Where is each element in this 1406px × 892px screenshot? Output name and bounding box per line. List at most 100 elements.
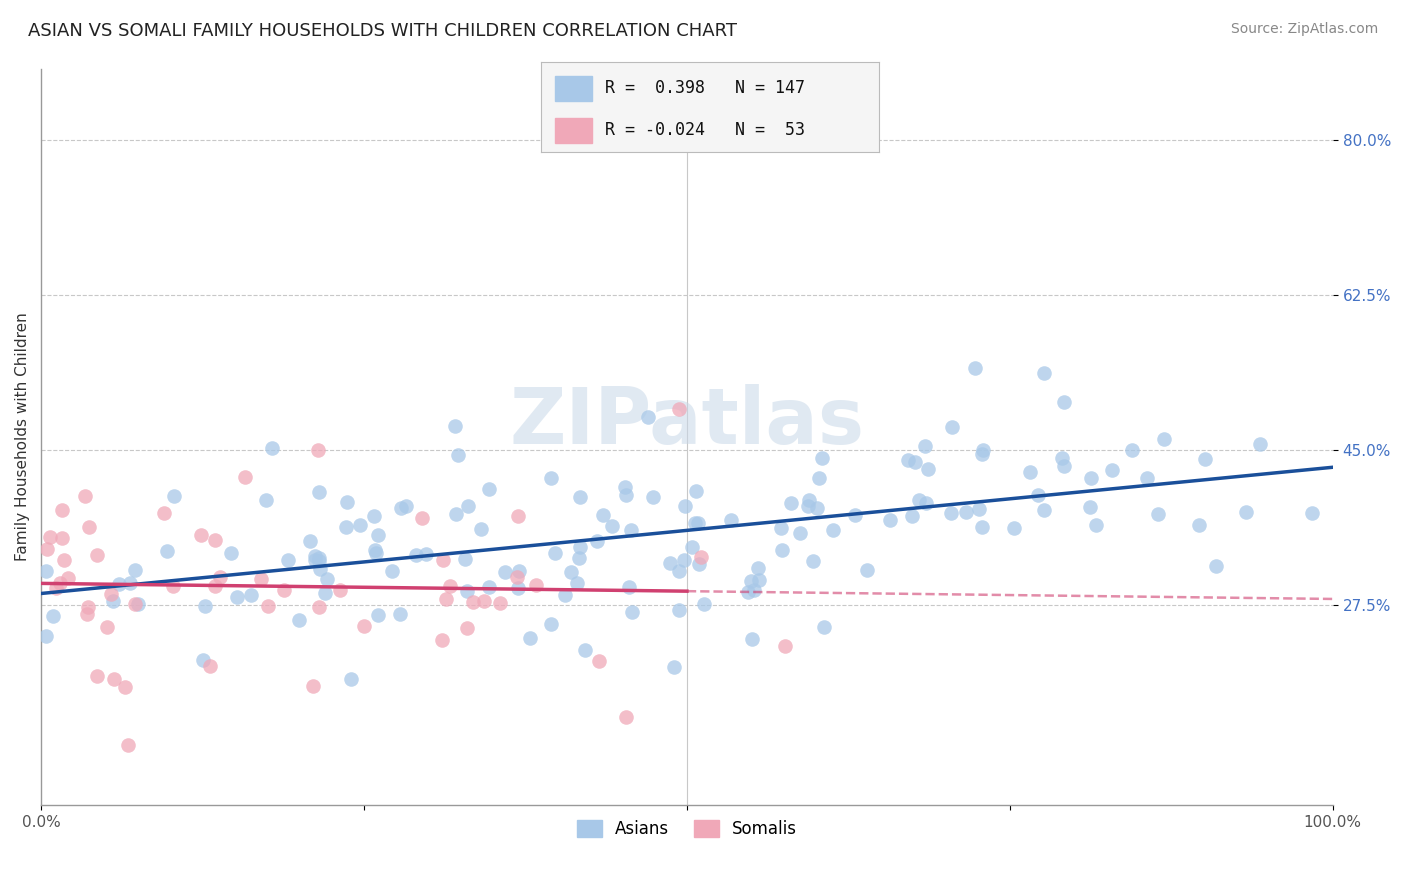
Point xyxy=(73,489,96,503)
Point xyxy=(720,513,742,527)
Point xyxy=(1249,437,1271,451)
Point xyxy=(897,452,920,467)
Point xyxy=(693,597,716,611)
Text: R =  0.398   N = 147: R = 0.398 N = 147 xyxy=(606,79,806,97)
Point xyxy=(643,491,665,505)
Point xyxy=(939,506,962,520)
Point xyxy=(681,540,703,554)
Point xyxy=(1301,506,1323,520)
Point xyxy=(304,549,326,563)
Point xyxy=(262,441,284,455)
Point xyxy=(411,511,433,525)
Point xyxy=(621,605,644,619)
Point xyxy=(941,419,963,434)
Point xyxy=(789,526,811,541)
Point xyxy=(432,553,454,567)
Point xyxy=(204,579,226,593)
Point xyxy=(779,496,801,510)
Point xyxy=(446,507,468,521)
Point xyxy=(162,579,184,593)
Point xyxy=(1136,471,1159,485)
Point xyxy=(1026,488,1049,502)
Point xyxy=(308,484,330,499)
Point xyxy=(439,579,461,593)
Point xyxy=(614,488,637,502)
Point xyxy=(917,462,939,476)
Point xyxy=(748,573,770,587)
Point xyxy=(554,588,576,602)
Point xyxy=(100,587,122,601)
Point xyxy=(565,576,588,591)
Point xyxy=(801,554,824,568)
Point xyxy=(367,528,389,542)
Point xyxy=(879,513,901,527)
Point xyxy=(273,582,295,597)
Point xyxy=(506,570,529,584)
Point xyxy=(58,571,80,585)
Point xyxy=(118,575,141,590)
Point xyxy=(287,614,309,628)
Point xyxy=(613,480,636,494)
Point xyxy=(614,709,637,723)
Point xyxy=(1002,521,1025,535)
Point xyxy=(844,508,866,522)
Point xyxy=(856,563,879,577)
Point xyxy=(1188,517,1211,532)
Point xyxy=(773,639,796,653)
Point xyxy=(366,546,388,560)
Point xyxy=(156,544,179,558)
Point xyxy=(617,580,640,594)
Point xyxy=(688,516,710,530)
Text: R = -0.024   N =  53: R = -0.024 N = 53 xyxy=(606,121,806,139)
Point xyxy=(51,503,73,517)
Point xyxy=(668,603,690,617)
Point xyxy=(37,542,59,557)
Point xyxy=(49,575,72,590)
Point xyxy=(1153,432,1175,446)
Point xyxy=(76,607,98,621)
Point xyxy=(901,509,924,524)
Bar xyxy=(555,118,592,143)
Point xyxy=(447,448,470,462)
Point xyxy=(444,419,467,434)
Point xyxy=(524,577,547,591)
Point xyxy=(585,534,607,549)
Point xyxy=(914,496,936,510)
Point xyxy=(456,621,478,635)
Point xyxy=(302,680,325,694)
Point xyxy=(1147,507,1170,521)
Point xyxy=(1101,463,1123,477)
Point xyxy=(35,629,58,643)
Point xyxy=(194,599,217,614)
Point xyxy=(298,534,321,549)
Point xyxy=(963,360,986,375)
Point xyxy=(811,450,834,465)
Point xyxy=(673,499,696,513)
Text: ASIAN VS SOMALI FAMILY HOUSEHOLDS WITH CHILDREN CORRELATION CHART: ASIAN VS SOMALI FAMILY HOUSEHOLDS WITH C… xyxy=(28,22,737,40)
Point xyxy=(1080,471,1102,485)
Point xyxy=(540,471,562,485)
Point xyxy=(415,547,437,561)
Point xyxy=(1121,443,1143,458)
Point xyxy=(1019,465,1042,479)
Point xyxy=(208,570,231,584)
Point xyxy=(363,509,385,524)
Point xyxy=(972,443,994,458)
Point xyxy=(588,654,610,668)
Point xyxy=(221,546,243,560)
Point xyxy=(914,440,936,454)
Point xyxy=(329,583,352,598)
Point xyxy=(198,659,221,673)
Point xyxy=(463,594,485,608)
Point xyxy=(454,551,477,566)
Point xyxy=(349,517,371,532)
Point xyxy=(489,596,512,610)
Point xyxy=(367,607,389,622)
Point xyxy=(808,471,831,485)
Point xyxy=(394,499,416,513)
Point xyxy=(637,410,659,425)
Point xyxy=(506,581,529,595)
Point xyxy=(163,489,186,503)
Point xyxy=(685,483,707,498)
Point xyxy=(108,577,131,591)
